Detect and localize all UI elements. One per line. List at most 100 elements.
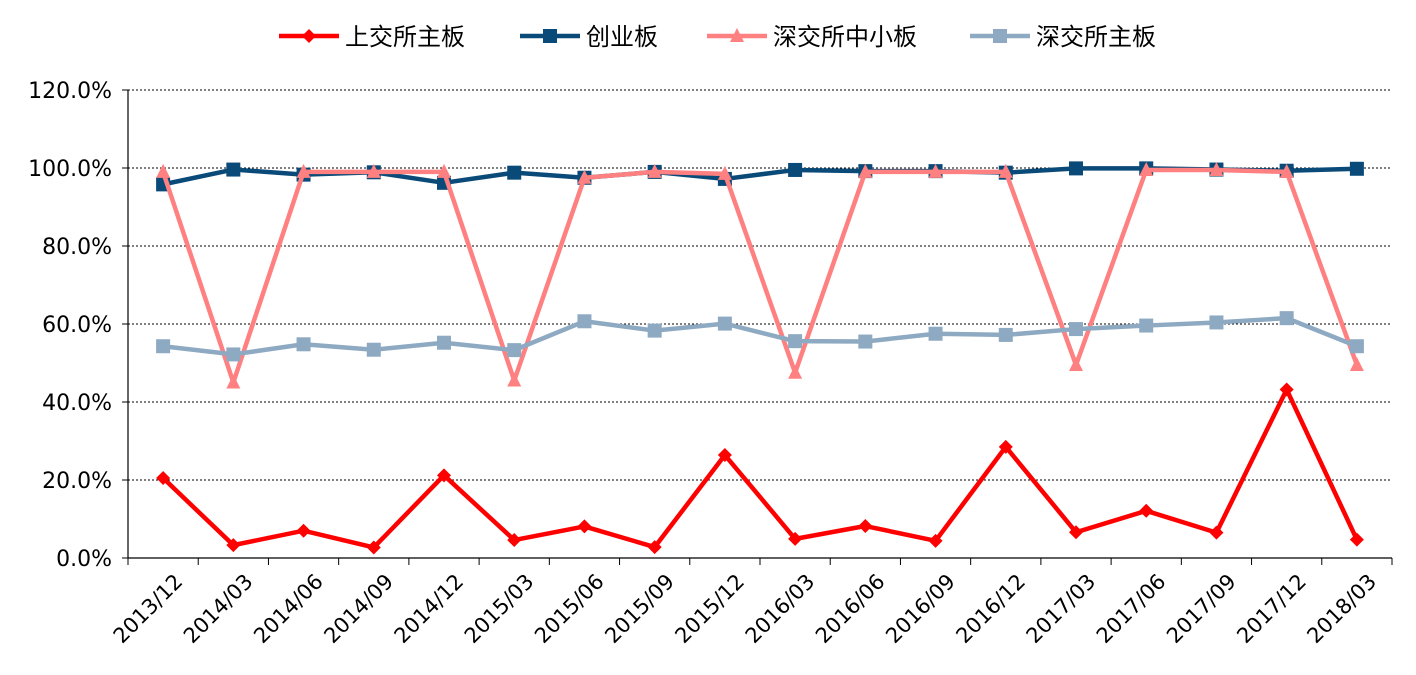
data-point (366, 540, 381, 555)
legend-marker (730, 28, 744, 42)
legend-label: 上交所主板 (345, 23, 465, 51)
legend-item: 深交所主板 (970, 23, 1156, 51)
data-point (366, 342, 381, 357)
x-tick-label: 2017/06 (1092, 569, 1171, 648)
data-point (1139, 161, 1154, 176)
x-tick-label: 2016/06 (811, 569, 890, 648)
legend: 上交所主板 创业板 深交所中小板 深交所主板 (279, 23, 1156, 51)
data-point (1069, 161, 1083, 176)
legend-item: 上交所主板 (279, 23, 465, 51)
y-tick-label: 100.0% (28, 157, 112, 182)
data-point (577, 169, 592, 184)
data-point (1279, 311, 1294, 326)
data-point (1139, 503, 1154, 518)
legend-label: 深交所主板 (1036, 23, 1156, 51)
y-tick-labels: 0.0% 20.0% 40.0% 60.0% 80.0% 100.0% 120.0% (28, 79, 112, 572)
series-line (162, 315, 1358, 357)
x-tick-label: 2017/03 (1022, 569, 1101, 648)
y-tick-label: 60.0% (42, 313, 112, 338)
data-point (577, 314, 592, 329)
data-point (507, 372, 522, 387)
x-tick-label: 2015/12 (671, 569, 750, 648)
data-point (788, 531, 803, 546)
x-tick-label: 2017/12 (1232, 569, 1311, 648)
legend-marker (302, 29, 316, 43)
data-point (788, 334, 803, 349)
data-point (858, 163, 873, 178)
data-point (1279, 163, 1294, 178)
data-point (1139, 318, 1154, 333)
data-point (156, 339, 171, 354)
data-point (717, 448, 732, 463)
data-point (647, 540, 662, 555)
y-tick-label: 0.0% (56, 547, 112, 572)
x-tick-label: 2014/12 (390, 569, 469, 648)
data-point (1349, 339, 1364, 354)
data-point (788, 364, 803, 379)
data-point (858, 519, 873, 534)
y-tick-label: 40.0% (42, 391, 112, 416)
legend-item: 创业板 (520, 23, 658, 51)
legend-marker (543, 29, 557, 43)
data-point (1069, 356, 1083, 371)
data-point (998, 327, 1013, 342)
data-point (1349, 161, 1364, 176)
data-point (1349, 356, 1364, 371)
data-point (717, 316, 732, 331)
data-point (296, 163, 311, 178)
data-point (928, 163, 943, 178)
data-point (296, 523, 311, 538)
x-tick-label: 2016/03 (741, 569, 820, 648)
data-point (647, 163, 662, 178)
series-group (156, 161, 1364, 555)
data-point (928, 326, 943, 341)
data-point (577, 519, 592, 534)
data-point (1069, 322, 1083, 337)
x-tick-label: 2015/09 (600, 569, 679, 648)
data-point (226, 538, 241, 553)
data-point (647, 323, 662, 338)
series-4 (156, 311, 1364, 362)
y-tick-label: 80.0% (42, 235, 112, 260)
data-point (507, 533, 522, 548)
legend-label: 深交所中小板 (773, 23, 917, 51)
x-tick-label: 2018/03 (1303, 569, 1382, 648)
data-point (1349, 532, 1364, 547)
x-tick-labels: 2013/122014/032014/062014/092014/122015/… (109, 569, 1381, 648)
x-tick-label: 2016/09 (881, 569, 960, 648)
x-tick-label: 2013/12 (109, 569, 188, 648)
data-point (437, 335, 451, 350)
data-point (226, 162, 241, 177)
data-point (928, 533, 943, 548)
data-point (226, 374, 241, 389)
axes (127, 90, 1393, 565)
x-tick-label: 2016/12 (951, 569, 1030, 648)
x-tick-label: 2014/09 (319, 569, 398, 648)
legend-label: 创业板 (586, 23, 658, 51)
series-2 (156, 161, 1364, 192)
data-point (507, 165, 522, 180)
legend-item: 深交所中小板 (707, 23, 917, 51)
data-point (998, 163, 1013, 178)
x-tick-label: 2015/06 (530, 569, 609, 648)
data-point (1209, 525, 1224, 540)
data-point (1279, 382, 1294, 397)
x-tick-label: 2014/06 (249, 569, 328, 648)
data-point (437, 468, 451, 483)
y-tick-label: 20.0% (42, 469, 112, 494)
data-point (788, 162, 803, 177)
data-point (226, 347, 241, 362)
data-point (858, 334, 873, 349)
y-tick-label: 120.0% (28, 79, 112, 104)
data-point (998, 439, 1013, 454)
data-point (1209, 315, 1224, 330)
legend-marker (993, 29, 1007, 43)
data-point (366, 163, 381, 178)
series-line (160, 167, 1360, 385)
x-tick-label: 2014/03 (179, 569, 258, 648)
x-tick-label: 2015/03 (460, 569, 539, 648)
series-line (161, 387, 1359, 550)
data-point (717, 165, 732, 180)
data-point (1069, 525, 1083, 540)
